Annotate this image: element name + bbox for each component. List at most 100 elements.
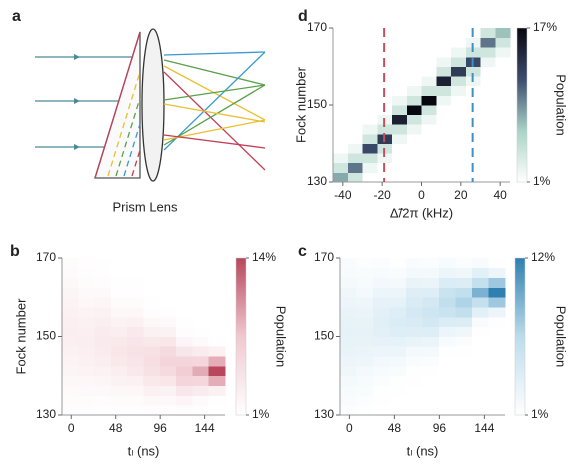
- heatmap-cell: [347, 114, 363, 125]
- heatmap-cell: [176, 405, 193, 416]
- heatmap-cell: [110, 405, 128, 416]
- colorbar-label: Population: [554, 74, 569, 135]
- heatmap-cell: [159, 375, 177, 386]
- heatmap-cell: [127, 356, 144, 367]
- heatmap-cell: [421, 85, 437, 96]
- heatmap-cell: [208, 258, 226, 269]
- x-tick-label: -20: [373, 188, 391, 202]
- heatmap-cell: [347, 143, 363, 154]
- heatmap-cell: [340, 336, 357, 347]
- heatmap-cell: [488, 267, 506, 279]
- heatmap-cell: [176, 346, 193, 357]
- heatmap-cell: [192, 267, 210, 279]
- heatmap-cell: [465, 66, 481, 77]
- heatmap-cell: [362, 76, 378, 87]
- heatmap-cell: [451, 76, 467, 87]
- heatmap-cell: [455, 258, 473, 269]
- heatmap-cell: [143, 365, 161, 377]
- heatmap-cell: [78, 365, 95, 377]
- heatmap-cell: [406, 395, 423, 406]
- heatmap-cell: [480, 133, 496, 144]
- heatmap-cell: [472, 316, 489, 328]
- heatmap-cell: [110, 346, 128, 357]
- heatmap-cell: [389, 356, 407, 367]
- heatmap-cell: [143, 405, 161, 416]
- colorbar-tick-label: 17%: [533, 20, 557, 34]
- heatmap-cell: [480, 47, 496, 58]
- heatmap-cell: [362, 124, 378, 135]
- heatmap-cell: [78, 395, 95, 406]
- heatmap-cell: [439, 385, 456, 396]
- y-tick-label: 130: [307, 174, 327, 188]
- heatmap-cell: [455, 375, 473, 386]
- heatmap-cell: [208, 316, 226, 328]
- heatmap-cell: [176, 267, 193, 279]
- heatmap-cell: [143, 297, 161, 308]
- heatmap-cell: [176, 375, 193, 386]
- y-tick-label: 130: [314, 407, 334, 421]
- heatmap-cell: [439, 267, 456, 279]
- heatmap-cell: [362, 28, 378, 39]
- heatmap-cell: [192, 258, 210, 269]
- heatmap-cell: [422, 395, 440, 406]
- heatmap-cell: [340, 405, 357, 416]
- heatmap-cell: [192, 356, 210, 367]
- heatmap-cell: [62, 326, 79, 337]
- heatmap-cell: [362, 37, 378, 48]
- heatmap-cell: [480, 37, 496, 48]
- heatmap-cell: [465, 95, 481, 106]
- heatmap-cell: [176, 365, 193, 377]
- heatmap: [333, 28, 511, 183]
- heatmap-cell: [436, 114, 452, 125]
- heatmap-cell: [94, 385, 112, 396]
- heatmap-cell: [362, 114, 378, 125]
- heatmap-cell: [439, 258, 456, 269]
- x-tick-label: 48: [109, 421, 123, 435]
- heatmap-cell: [373, 375, 390, 386]
- heatmap-cell: [127, 316, 144, 328]
- heatmap-cell: [110, 297, 128, 308]
- colorbar: [235, 257, 247, 416]
- heatmap-cell: [392, 133, 408, 144]
- heatmap-cell: [480, 114, 496, 125]
- heatmap-cell: [110, 365, 128, 377]
- heatmap-cell: [192, 385, 210, 396]
- y-tick-label: 170: [307, 20, 327, 34]
- heatmap-cell: [362, 105, 378, 116]
- heatmap-cell: [377, 124, 393, 135]
- heatmap-cell: [421, 66, 437, 77]
- heatmap-cell: [495, 143, 511, 154]
- heatmap-cell: [389, 297, 407, 308]
- heatmap-cell: [94, 405, 112, 416]
- heatmap-cell: [340, 385, 357, 396]
- heatmap-cell: [356, 346, 374, 357]
- heatmap-cell: [451, 105, 467, 116]
- heatmap-cell: [480, 76, 496, 87]
- heatmap-cell: [340, 307, 357, 318]
- heatmap-cell: [362, 143, 378, 154]
- heatmap-cell: [455, 326, 473, 337]
- heatmap-cell: [389, 346, 407, 357]
- heatmap-cell: [421, 143, 437, 154]
- heatmap-cell: [94, 336, 112, 347]
- x-tick-label: 0: [346, 421, 353, 435]
- heatmap-cell: [406, 277, 423, 288]
- heatmap-cell: [377, 66, 393, 77]
- heatmap-cell: [333, 143, 349, 154]
- heatmap-cell: [373, 287, 390, 298]
- heatmap-cell: [78, 326, 95, 337]
- heatmap-cell: [495, 47, 511, 58]
- heatmap-cell: [373, 326, 390, 337]
- heatmap-cell: [340, 375, 357, 386]
- heatmap-cell: [373, 356, 390, 367]
- heatmap-cell: [356, 385, 374, 396]
- heatmap-cell: [208, 385, 226, 396]
- heatmap-cell: [389, 395, 407, 406]
- heatmap-cell: [94, 316, 112, 328]
- heatmap: [340, 258, 506, 416]
- heatmap-cell: [143, 356, 161, 367]
- colorbar-tick-label: 1%: [533, 174, 551, 188]
- output-beam: [163, 134, 266, 149]
- heatmap-cell: [356, 365, 374, 377]
- heatmap-cell: [208, 365, 226, 377]
